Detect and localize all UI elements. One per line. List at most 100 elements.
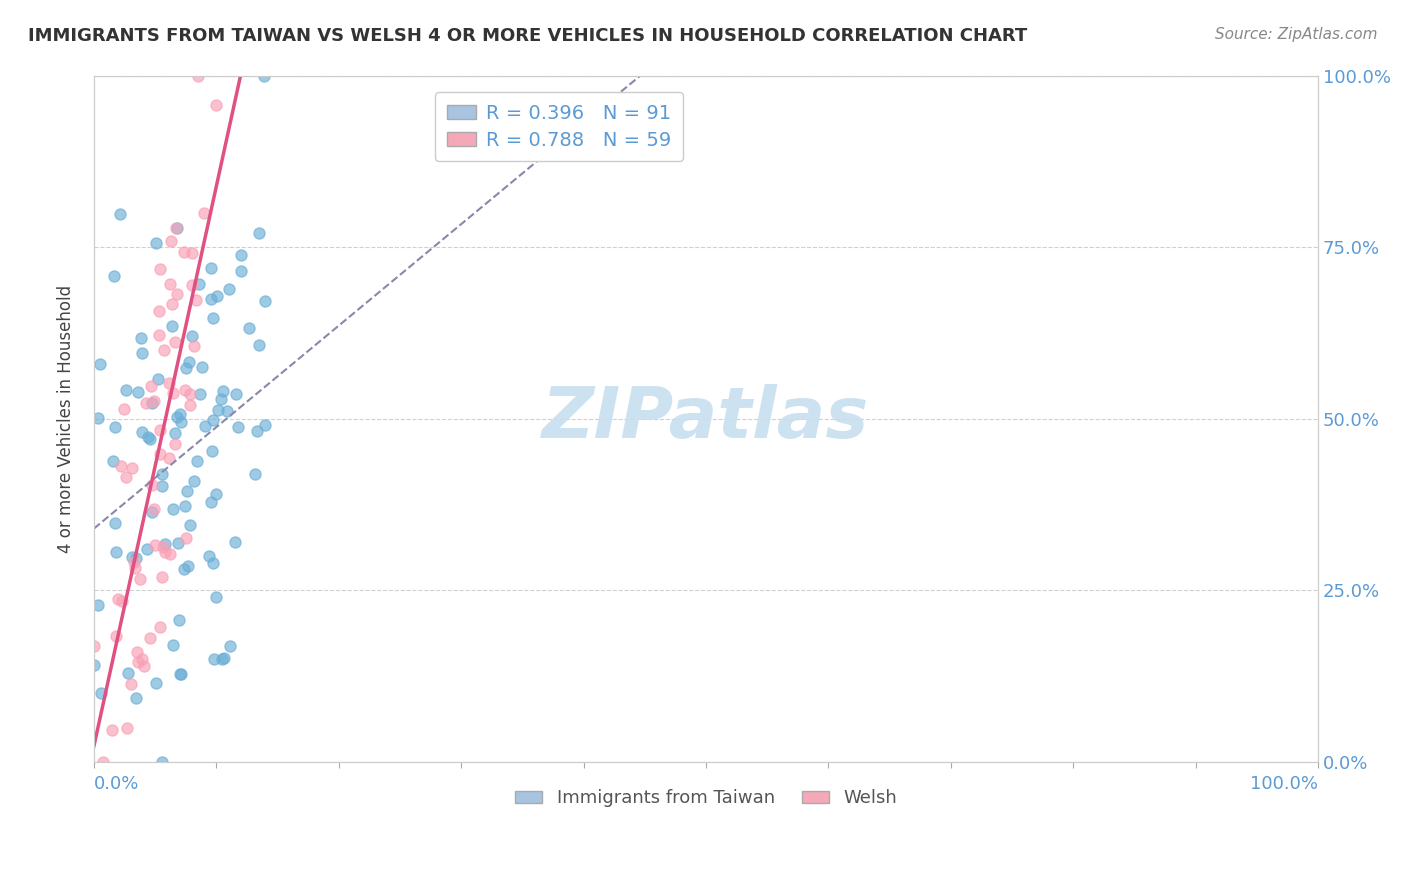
- Point: [124, 691, 146, 706]
- Point: [157, 451, 180, 466]
- Point: [166, 410, 188, 425]
- Point: [214, 651, 236, 665]
- Point: [166, 221, 188, 235]
- Point: [174, 360, 197, 375]
- Point: [191, 359, 214, 374]
- Point: [115, 721, 138, 735]
- Point: [149, 423, 172, 437]
- Point: [83, 658, 105, 673]
- Point: [115, 383, 138, 397]
- Point: [142, 502, 165, 516]
- Point: [162, 502, 184, 516]
- Point: [124, 561, 146, 575]
- Point: [176, 483, 198, 498]
- Point: [101, 454, 124, 468]
- Point: [132, 658, 155, 673]
- Point: [104, 419, 127, 434]
- Point: [111, 593, 134, 607]
- Point: [160, 296, 183, 310]
- Point: [125, 645, 148, 659]
- Point: [131, 331, 153, 345]
- Point: [211, 384, 233, 399]
- Point: [135, 396, 157, 410]
- Point: [167, 536, 190, 550]
- Point: [159, 277, 181, 291]
- Text: IMMIGRANTS FROM TAIWAN VS WELSH 4 OR MORE VEHICLES IN HOUSEHOLD CORRELATION CHAR: IMMIGRANTS FROM TAIWAN VS WELSH 4 OR MOR…: [28, 27, 1028, 45]
- Point: [179, 387, 201, 401]
- Point: [198, 549, 221, 564]
- Point: [253, 294, 276, 309]
- Point: [194, 419, 217, 434]
- Point: [122, 555, 145, 569]
- Point: [218, 281, 240, 295]
- Point: [202, 652, 225, 666]
- Point: [104, 516, 127, 531]
- Point: [218, 639, 240, 653]
- Point: [86, 599, 108, 613]
- Point: [173, 562, 195, 576]
- Point: [167, 613, 190, 627]
- Point: [148, 328, 170, 343]
- Point: [149, 262, 172, 277]
- Point: [188, 386, 211, 401]
- Point: [211, 651, 233, 665]
- Point: [169, 407, 191, 421]
- Point: [87, 410, 110, 425]
- Point: [224, 535, 246, 549]
- Point: [139, 432, 162, 446]
- Point: [145, 236, 167, 251]
- Point: [243, 467, 266, 481]
- Point: [149, 447, 172, 461]
- Point: [177, 559, 200, 574]
- Point: [125, 551, 148, 566]
- Text: 100.0%: 100.0%: [1250, 775, 1319, 793]
- Point: [201, 413, 224, 427]
- Point: [207, 403, 229, 417]
- Point: [89, 357, 111, 371]
- Point: [254, 417, 277, 432]
- Point: [131, 652, 153, 666]
- Point: [170, 415, 193, 429]
- Point: [127, 384, 149, 399]
- Point: [91, 755, 114, 769]
- Point: [215, 404, 238, 418]
- Point: [143, 538, 166, 552]
- Point: [183, 339, 205, 353]
- Point: [179, 398, 201, 412]
- Point: [160, 319, 183, 334]
- Point: [129, 572, 152, 586]
- Point: [165, 221, 187, 235]
- Point: [148, 304, 170, 318]
- Point: [200, 292, 222, 306]
- Point: [174, 500, 197, 514]
- Point: [141, 396, 163, 410]
- Point: [153, 537, 176, 551]
- Point: [207, 289, 229, 303]
- Point: [150, 467, 173, 481]
- Point: [226, 419, 249, 434]
- Point: [107, 591, 129, 606]
- Point: [104, 545, 127, 559]
- Point: [162, 638, 184, 652]
- Point: [150, 570, 173, 584]
- Point: [165, 334, 187, 349]
- Point: [145, 676, 167, 690]
- Point: [181, 329, 204, 343]
- Point: [202, 311, 225, 326]
- Point: [247, 226, 270, 240]
- Point: [149, 620, 172, 634]
- Point: [117, 665, 139, 680]
- Point: [139, 632, 162, 646]
- Point: [253, 69, 276, 83]
- Point: [131, 425, 153, 439]
- Point: [159, 548, 181, 562]
- Point: [101, 723, 124, 737]
- Point: [187, 69, 209, 83]
- Point: [181, 246, 204, 260]
- Point: [181, 278, 204, 293]
- Point: [105, 629, 128, 643]
- Text: ZIPatlas: ZIPatlas: [543, 384, 870, 453]
- Point: [162, 385, 184, 400]
- Point: [152, 343, 174, 357]
- Point: [141, 505, 163, 519]
